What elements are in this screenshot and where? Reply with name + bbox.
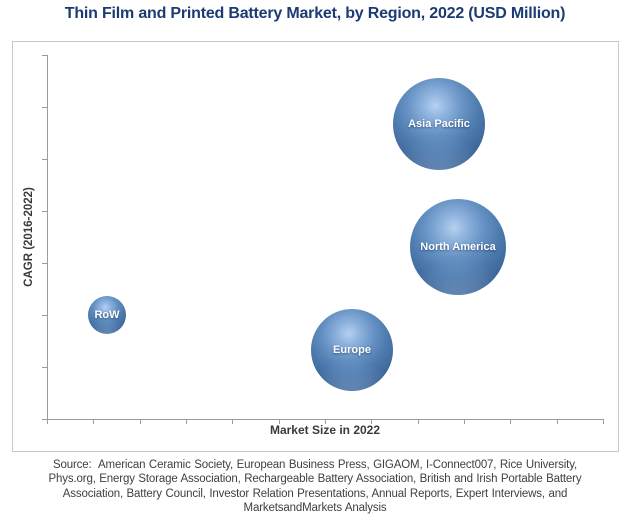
bubble-label: Asia Pacific: [408, 118, 470, 130]
x-axis-tick: [232, 419, 233, 424]
x-axis-tick: [557, 419, 558, 424]
y-axis-tick: [42, 367, 47, 368]
y-axis-tick: [42, 315, 47, 316]
y-axis-tick: [42, 211, 47, 212]
y-axis-tick: [42, 55, 47, 56]
x-axis-label: Market Size in 2022: [269, 423, 381, 437]
bubble-asia-pacific: Asia Pacific: [393, 78, 485, 170]
x-axis-tick: [464, 419, 465, 424]
source-line: Association, Battery Council, Investor R…: [62, 487, 568, 500]
source-line: Phys.org, Energy Storage Association, Re…: [48, 473, 582, 486]
x-axis-tick: [325, 419, 326, 424]
x-axis-tick: [93, 419, 94, 424]
y-axis-tick: [42, 263, 47, 264]
source-note: Source: American Ceramic Society, Europe…: [0, 458, 630, 515]
x-axis-tick: [371, 419, 372, 424]
x-axis-tick: [186, 419, 187, 424]
x-axis-tick: [603, 419, 604, 424]
bubble-europe: Europe: [311, 309, 393, 391]
source-line: Source: American Ceramic Society, Europe…: [52, 459, 578, 471]
x-axis-tick: [140, 419, 141, 424]
y-axis-tick: [42, 159, 47, 160]
source-line: MarketsandMarkets Analysis: [243, 501, 387, 514]
bubble-label: North America: [420, 241, 496, 253]
plot-area: Asia Pacific North America Europe RoW: [12, 41, 619, 452]
x-axis-tick: [418, 419, 419, 424]
y-axis-label: CAGR (2016-2022): [23, 187, 35, 287]
y-axis-tick: [42, 419, 47, 420]
bubble-row: RoW: [88, 296, 126, 334]
y-axis-line: [47, 55, 48, 419]
x-axis-tick: [510, 419, 511, 424]
x-axis-tick: [279, 419, 280, 424]
bubble-label: RoW: [94, 309, 120, 321]
chart-title: Thin Film and Printed Battery Market, by…: [64, 5, 566, 22]
bubble-label: Europe: [333, 344, 371, 356]
bubble-north-america: North America: [410, 199, 506, 295]
y-axis-tick: [42, 107, 47, 108]
x-axis-tick: [47, 419, 48, 424]
